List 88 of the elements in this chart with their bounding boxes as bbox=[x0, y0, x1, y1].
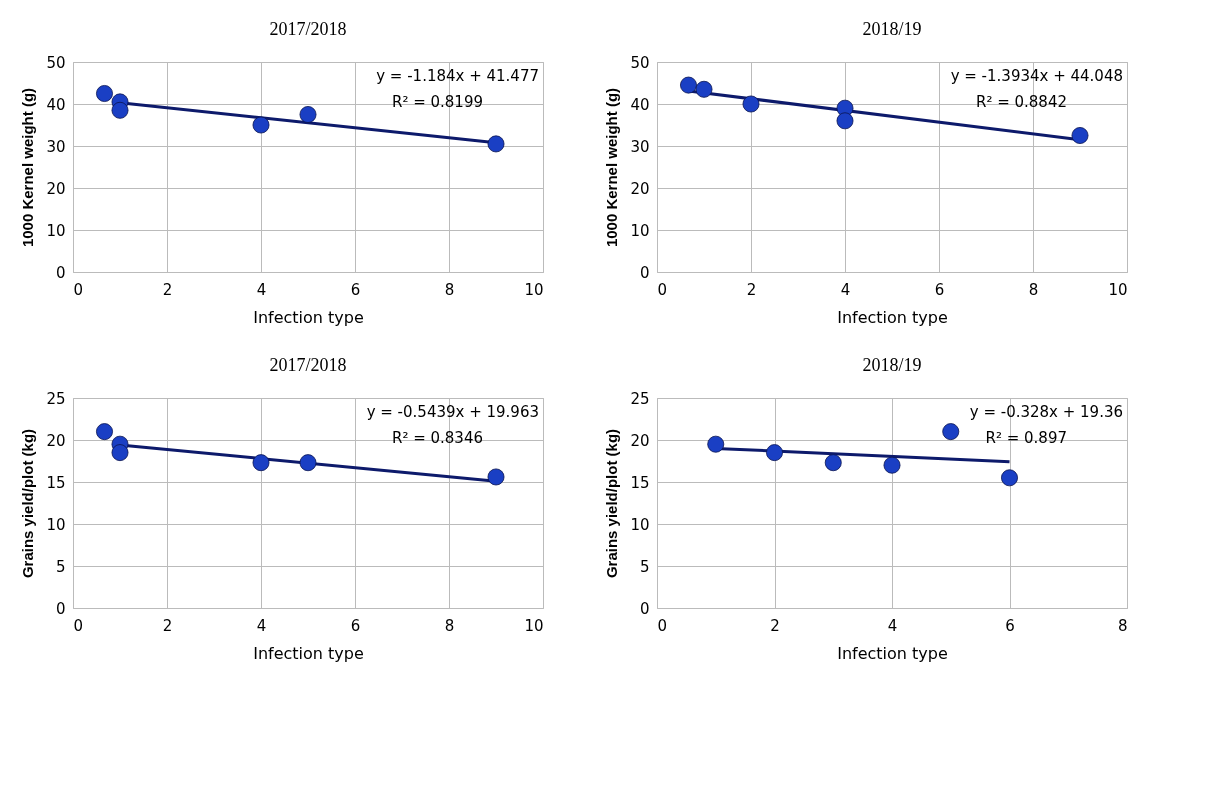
point bbox=[707, 435, 725, 453]
x-tick-label: 4 bbox=[887, 616, 898, 635]
point bbox=[1071, 127, 1089, 144]
x-tick-label: 4 bbox=[256, 616, 267, 635]
y-tick-label: 10 bbox=[630, 221, 650, 240]
y-tick-label: 10 bbox=[46, 221, 66, 240]
y-tick-label: 30 bbox=[630, 137, 650, 156]
y-tick-label: 15 bbox=[630, 473, 650, 492]
x-tick-label: 4 bbox=[256, 280, 267, 299]
y-tick-label: 0 bbox=[55, 263, 66, 282]
point bbox=[252, 454, 270, 472]
point bbox=[680, 76, 697, 94]
x-tick-label: 4 bbox=[840, 280, 851, 299]
point bbox=[252, 116, 270, 134]
x-tick-label: 6 bbox=[1005, 616, 1015, 635]
point bbox=[766, 444, 783, 462]
x-tick-label: 0 bbox=[73, 616, 84, 635]
y-axis-title: 1000 Kernel weight (g) bbox=[603, 87, 621, 248]
y-axis-title: Grains yield/plot (kg) bbox=[19, 428, 37, 579]
point bbox=[111, 444, 129, 462]
x-tick-label: 8 bbox=[1028, 280, 1039, 299]
x-tick-label: 0 bbox=[657, 616, 668, 635]
x-tick-label: 8 bbox=[1117, 616, 1128, 635]
annotation: y = -0.5439x + 19.963 bbox=[366, 403, 539, 421]
point bbox=[299, 106, 317, 123]
y-tick-label: 25 bbox=[46, 389, 66, 408]
x-axis-title: Infection type bbox=[253, 643, 364, 663]
point bbox=[96, 85, 113, 102]
y-axis-title: Grains yield/plot (kg) bbox=[603, 428, 621, 579]
y-tick-label: 0 bbox=[639, 599, 650, 618]
y-tick-label: 15 bbox=[46, 473, 66, 492]
x-axis-title: Infection type bbox=[253, 307, 364, 327]
annotation: R² = 0.8346 bbox=[391, 429, 483, 447]
point bbox=[836, 112, 854, 130]
point bbox=[487, 468, 505, 486]
x-tick-label: 10 bbox=[524, 616, 544, 635]
annotation: R² = 0.897 bbox=[985, 429, 1067, 447]
point bbox=[299, 454, 317, 472]
x-tick-label: 6 bbox=[934, 280, 945, 299]
x-tick-label: 6 bbox=[350, 280, 361, 299]
y-tick-label: 30 bbox=[46, 137, 66, 156]
point bbox=[824, 454, 842, 472]
x-tick-label: 2 bbox=[746, 280, 757, 299]
point bbox=[942, 423, 960, 441]
x-tick-label: 0 bbox=[73, 280, 84, 299]
y-tick-label: 20 bbox=[630, 431, 650, 450]
y-tick-label: 20 bbox=[630, 179, 650, 198]
point bbox=[111, 101, 129, 119]
y-tick-label: 20 bbox=[46, 179, 66, 198]
y-tick-label: 20 bbox=[46, 431, 66, 450]
y-axis-title: 1000 Kernel weight (g) bbox=[19, 87, 37, 248]
y-tick-label: 50 bbox=[46, 53, 66, 72]
x-tick-label: 2 bbox=[162, 616, 173, 635]
y-tick-label: 0 bbox=[639, 263, 650, 282]
x-tick-label: 2 bbox=[770, 616, 780, 635]
y-tick-label: 25 bbox=[630, 389, 650, 408]
point bbox=[487, 135, 505, 153]
x-tick-label: 8 bbox=[444, 280, 455, 299]
x-tick-label: 10 bbox=[1108, 280, 1128, 299]
x-tick-label: 8 bbox=[444, 616, 455, 635]
y-tick-label: 0 bbox=[55, 599, 66, 618]
y-tick-label: 50 bbox=[630, 53, 650, 72]
annotation: y = -1.3934x + 44.048 bbox=[950, 67, 1123, 85]
chart-title: 2018/19 bbox=[862, 355, 922, 375]
x-axis-title: Infection type bbox=[837, 643, 948, 663]
y-tick-label: 5 bbox=[55, 557, 66, 576]
point bbox=[96, 423, 113, 441]
annotation: y = -1.184x + 41.477 bbox=[376, 67, 539, 85]
chart-title: 2017/2018 bbox=[269, 355, 347, 375]
chart-title: 2017/2018 bbox=[269, 19, 347, 39]
annotation: R² = 0.8842 bbox=[975, 93, 1067, 111]
chart-title: 2018/19 bbox=[862, 19, 922, 39]
annotation: R² = 0.8199 bbox=[391, 93, 483, 111]
y-tick-label: 40 bbox=[46, 95, 66, 114]
annotation: y = -0.328x + 19.36 bbox=[969, 403, 1123, 421]
x-tick-label: 2 bbox=[162, 280, 173, 299]
point bbox=[742, 95, 760, 113]
y-tick-label: 10 bbox=[46, 515, 66, 534]
x-tick-label: 6 bbox=[350, 616, 361, 635]
x-tick-label: 0 bbox=[657, 280, 668, 299]
x-axis-title: Infection type bbox=[837, 307, 948, 327]
point bbox=[883, 456, 901, 474]
y-tick-label: 40 bbox=[630, 95, 650, 114]
y-tick-label: 10 bbox=[630, 515, 650, 534]
x-tick-label: 10 bbox=[524, 280, 544, 299]
y-tick-label: 5 bbox=[639, 557, 650, 576]
point bbox=[695, 80, 713, 98]
point bbox=[1001, 469, 1018, 487]
